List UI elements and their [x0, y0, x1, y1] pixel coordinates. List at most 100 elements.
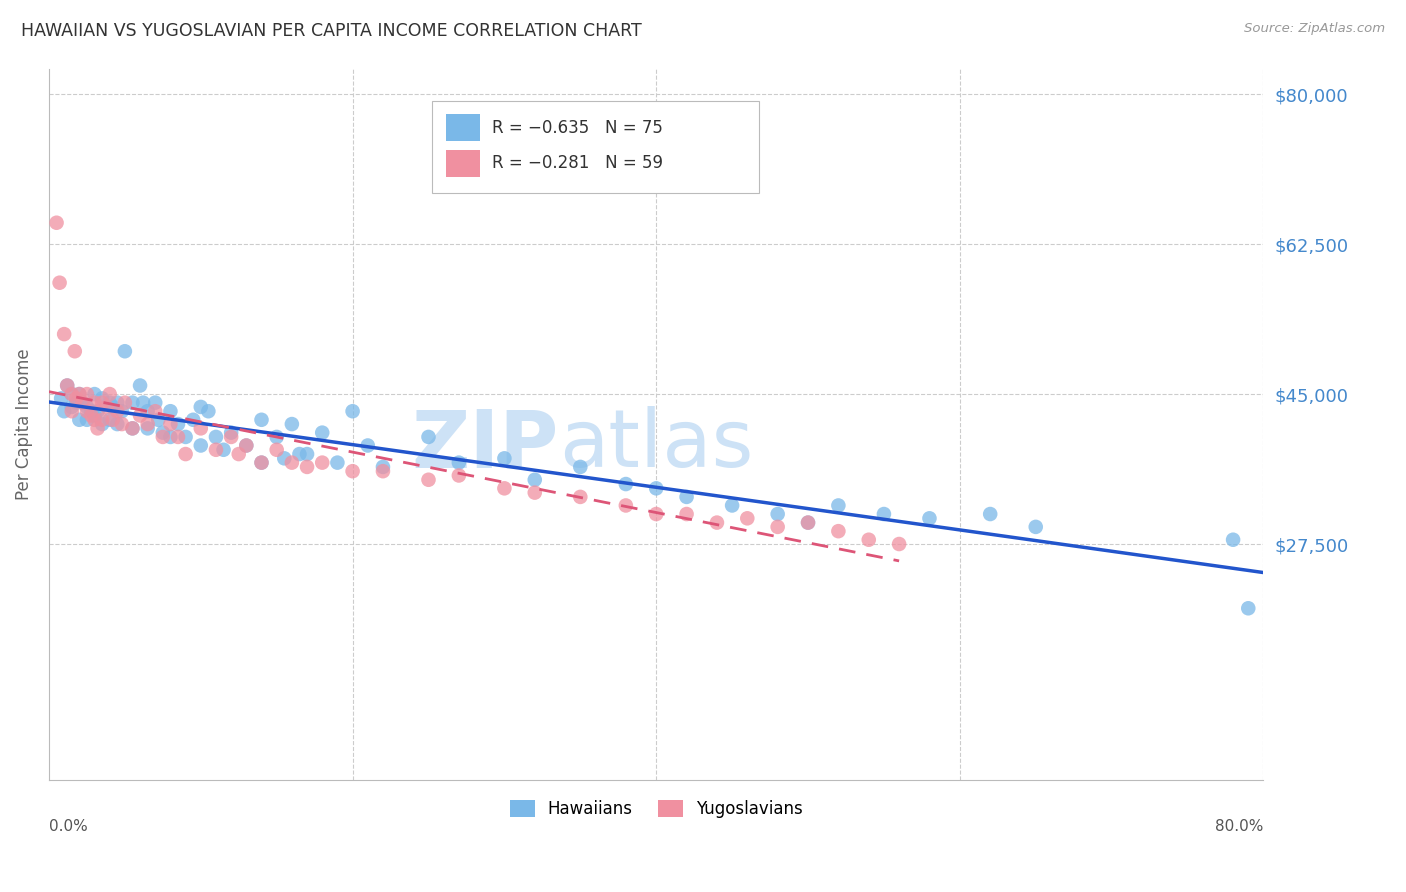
- Point: [281, 456, 304, 470]
- Point: [675, 507, 697, 521]
- Point: [721, 499, 744, 513]
- Point: [569, 459, 592, 474]
- Point: [49, 392, 72, 406]
- Legend: Hawaiians, Yugoslavians: Hawaiians, Yugoslavians: [503, 793, 810, 824]
- Point: [266, 442, 288, 457]
- Point: [136, 421, 159, 435]
- Point: [45, 216, 67, 230]
- Text: ZIP: ZIP: [412, 407, 560, 484]
- Point: [1222, 533, 1244, 547]
- Point: [918, 511, 941, 525]
- FancyBboxPatch shape: [446, 150, 479, 177]
- Point: [311, 456, 333, 470]
- Point: [418, 430, 440, 444]
- Point: [91, 395, 114, 409]
- Point: [219, 425, 242, 440]
- Point: [295, 459, 318, 474]
- Point: [76, 400, 98, 414]
- Point: [326, 456, 349, 470]
- Point: [569, 490, 592, 504]
- Point: [205, 442, 228, 457]
- Point: [494, 481, 516, 495]
- Point: [56, 378, 79, 392]
- Point: [167, 417, 190, 431]
- Point: [121, 395, 143, 409]
- Point: [418, 473, 440, 487]
- Point: [98, 395, 121, 409]
- Point: [129, 409, 152, 423]
- Point: [167, 430, 190, 444]
- Point: [342, 464, 364, 478]
- Point: [114, 344, 136, 359]
- Point: [706, 516, 728, 530]
- Point: [76, 404, 98, 418]
- Point: [523, 485, 546, 500]
- Text: Source: ZipAtlas.com: Source: ZipAtlas.com: [1244, 22, 1385, 36]
- Point: [219, 430, 242, 444]
- Point: [72, 395, 94, 409]
- Text: 80.0%: 80.0%: [1215, 819, 1264, 834]
- Point: [645, 507, 668, 521]
- FancyBboxPatch shape: [432, 101, 759, 193]
- Point: [614, 499, 637, 513]
- Point: [132, 395, 155, 409]
- Point: [614, 477, 637, 491]
- Point: [65, 395, 87, 409]
- Point: [205, 430, 228, 444]
- Y-axis label: Per Capita Income: Per Capita Income: [15, 348, 32, 500]
- Point: [83, 387, 105, 401]
- Point: [357, 438, 380, 452]
- Point: [121, 421, 143, 435]
- Point: [675, 490, 697, 504]
- Point: [250, 456, 273, 470]
- Point: [60, 387, 83, 401]
- Point: [159, 430, 181, 444]
- Point: [447, 456, 470, 470]
- Point: [60, 387, 83, 401]
- Point: [143, 404, 166, 418]
- Point: [91, 417, 114, 431]
- Point: [111, 404, 134, 418]
- Point: [152, 425, 174, 440]
- Point: [250, 456, 273, 470]
- Point: [266, 430, 288, 444]
- Point: [1237, 601, 1260, 615]
- Point: [281, 417, 304, 431]
- Point: [101, 400, 124, 414]
- Point: [827, 524, 849, 538]
- Point: [80, 404, 103, 418]
- Point: [56, 378, 79, 392]
- Point: [98, 387, 121, 401]
- Point: [60, 400, 83, 414]
- Text: 0.0%: 0.0%: [49, 819, 87, 834]
- Point: [288, 447, 311, 461]
- Point: [60, 404, 83, 418]
- Point: [979, 507, 1001, 521]
- Point: [105, 404, 128, 418]
- Point: [111, 417, 134, 431]
- Point: [143, 395, 166, 409]
- Point: [273, 451, 295, 466]
- Point: [181, 413, 204, 427]
- Text: R = −0.635   N = 75: R = −0.635 N = 75: [492, 119, 664, 136]
- FancyBboxPatch shape: [446, 114, 479, 141]
- Point: [523, 473, 546, 487]
- Point: [250, 413, 273, 427]
- Point: [887, 537, 910, 551]
- Point: [67, 387, 90, 401]
- Point: [212, 442, 235, 457]
- Point: [873, 507, 896, 521]
- Point: [48, 276, 70, 290]
- Point: [235, 438, 257, 452]
- Point: [159, 404, 181, 418]
- Point: [152, 430, 174, 444]
- Point: [86, 421, 108, 435]
- Point: [148, 413, 170, 427]
- Point: [858, 533, 880, 547]
- Point: [766, 520, 789, 534]
- Point: [91, 392, 114, 406]
- Point: [83, 409, 105, 423]
- Point: [96, 400, 118, 414]
- Point: [80, 409, 103, 423]
- Point: [797, 516, 820, 530]
